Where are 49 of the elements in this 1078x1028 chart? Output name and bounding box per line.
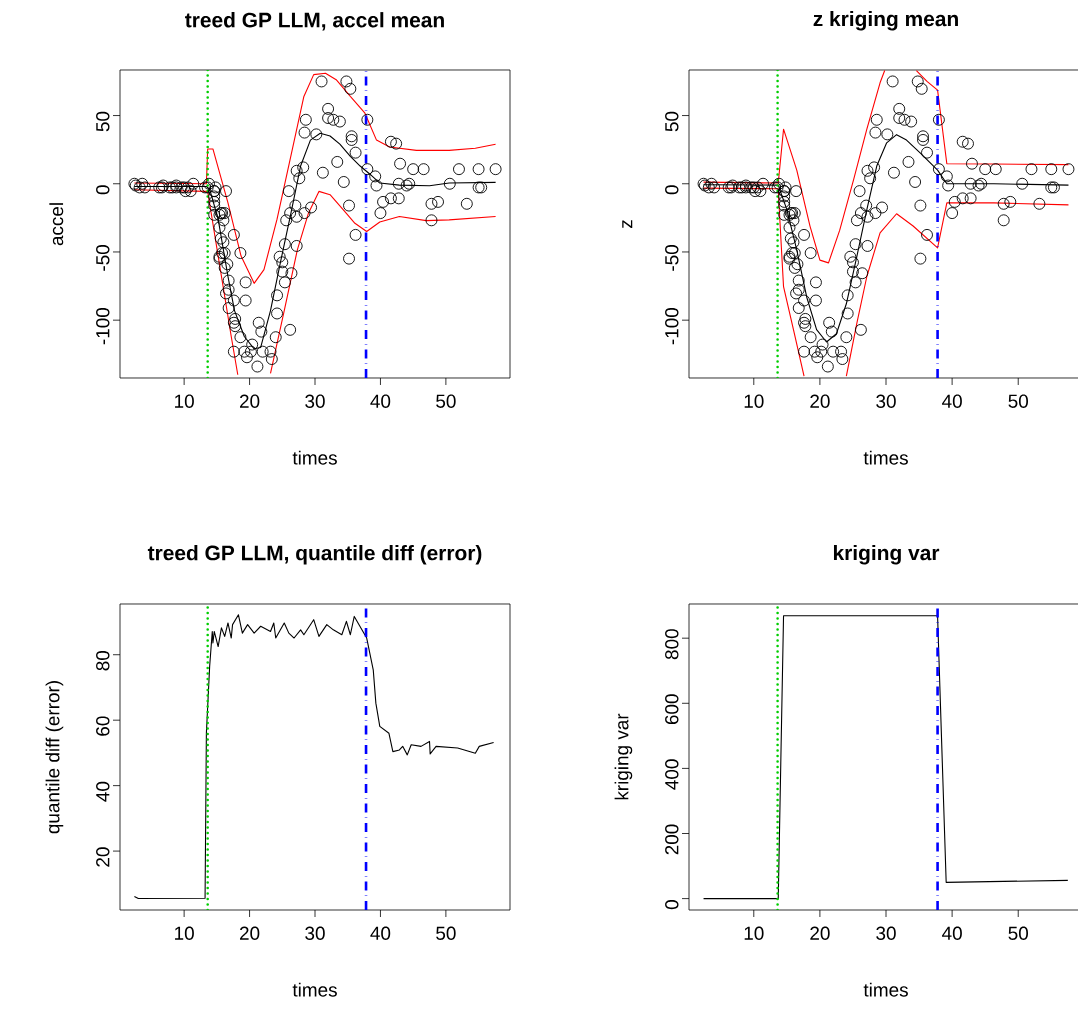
y-tick-label: 0 (665, 900, 679, 910)
y-tick-label: 50 (665, 111, 679, 132)
y-tick-label: 60 (96, 716, 110, 736)
x-tick-label: 50 (1008, 926, 1029, 940)
x-tick-label: 30 (876, 926, 896, 940)
x-tick-label: 20 (810, 394, 830, 408)
y-tick-label: 800 (665, 629, 679, 660)
x-tick-label: 40 (370, 394, 391, 408)
y-tick-label: -100 (665, 307, 679, 345)
y-tick-label: 400 (665, 759, 679, 790)
chart-title: treed GP LLM, quantile diff (error) (147, 544, 482, 565)
y-tick-label: 40 (96, 781, 110, 802)
x-tick-label: 40 (942, 926, 962, 940)
x-axis-title: times (863, 982, 908, 997)
x-tick-label: 20 (239, 394, 260, 408)
x-tick-label: 40 (942, 394, 962, 408)
x-tick-label: 20 (810, 926, 830, 940)
y-tick-label: 0 (665, 185, 679, 195)
y-axis-title: kriging var (614, 713, 633, 800)
y-tick-label: 0 (96, 185, 110, 195)
y-axis-title: quantile diff (error) (45, 681, 64, 834)
x-tick-label: 30 (305, 394, 325, 408)
chart-title: kriging var (833, 544, 940, 565)
y-tick-label: -50 (665, 245, 679, 271)
y-tick-label: -50 (96, 245, 110, 271)
x-tick-label: 10 (175, 394, 194, 408)
y-axis-title: accel (49, 203, 64, 246)
chart-title: treed GP LLM, accel mean (185, 12, 444, 31)
x-axis-title: times (292, 450, 337, 465)
x-tick-label: 40 (370, 926, 391, 940)
x-tick-label: 30 (876, 394, 896, 408)
chart-title: z kriging mean (813, 10, 958, 31)
x-axis-title: times (863, 450, 908, 465)
x-tick-label: 10 (744, 394, 764, 408)
x-tick-label: 50 (436, 926, 456, 940)
y-tick-label: 50 (96, 111, 110, 132)
y-tick-label: 600 (665, 694, 679, 725)
x-tick-label: 30 (305, 926, 325, 940)
x-axis-title: times (292, 982, 337, 997)
x-tick-label: 20 (239, 926, 260, 940)
y-tick-label: -100 (96, 307, 110, 345)
x-tick-label: 10 (744, 926, 764, 940)
x-tick-label: 10 (175, 926, 194, 940)
y-axis-title: z (622, 220, 633, 228)
x-tick-label: 50 (436, 394, 456, 408)
y-tick-label: 200 (665, 824, 679, 855)
x-tick-label: 50 (1008, 394, 1029, 408)
y-tick-label: 20 (96, 847, 110, 867)
y-tick-label: 80 (96, 650, 110, 671)
